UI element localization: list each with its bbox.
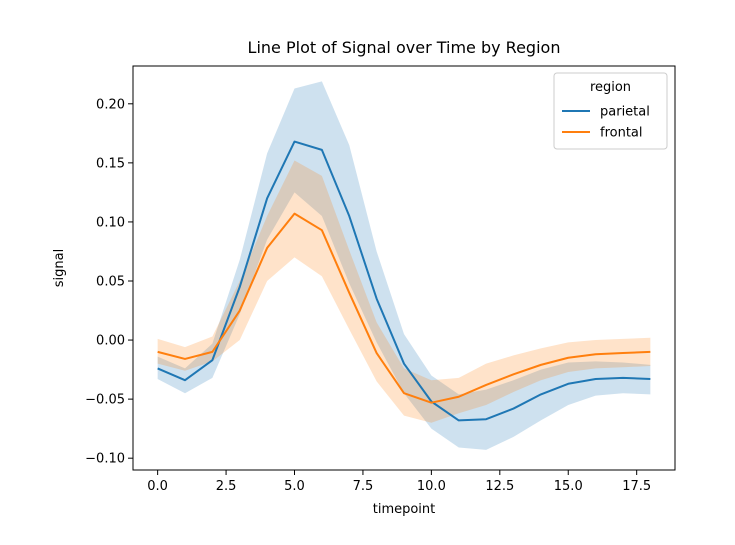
chart-title: Line Plot of Signal over Time by Region (248, 38, 561, 57)
y-tick-label: 0.15 (96, 156, 125, 171)
series-line-frontal (157, 212, 651, 404)
y-tick-label: −0.10 (85, 452, 125, 467)
x-tick-label: 12.5 (485, 479, 514, 494)
series-lines (157, 140, 651, 422)
x-axis-ticks: 0.0 2.5 5.0 7.5 10.0 12.5 15.0 17.5 (147, 470, 651, 494)
y-tick-label: 0.00 (96, 334, 125, 349)
y-axis-ticks: −0.10 −0.05 0.00 0.05 0.10 0.15 0.20 (85, 97, 133, 467)
x-tick-label: 17.5 (622, 479, 651, 494)
y-tick-label: −0.05 (85, 393, 125, 408)
legend-label-parietal: parietal (600, 105, 650, 120)
x-tick-label: 15.0 (554, 479, 583, 494)
y-tick-label: 0.10 (96, 215, 125, 230)
legend-label-frontal: frontal (600, 126, 643, 141)
confidence-band-frontal (157, 160, 651, 423)
legend-entries: parietal frontal (562, 105, 650, 141)
y-axis-label: signal (52, 249, 67, 287)
x-tick-label: 10.0 (417, 479, 446, 494)
x-tick-label: 7.5 (353, 479, 374, 494)
confidence-band-parietal (157, 81, 651, 450)
y-tick-label: 0.20 (96, 97, 125, 112)
confidence-bands (157, 81, 651, 450)
y-tick-label: 0.05 (96, 274, 125, 289)
plot-area-frame (132, 65, 676, 471)
x-tick-label: 2.5 (216, 479, 237, 494)
series-line-parietal (157, 140, 651, 422)
x-axis-label: timepoint (373, 502, 436, 517)
legend: region parietal frontal (553, 72, 668, 150)
x-tick-label: 0.0 (147, 479, 168, 494)
legend-title: region (590, 80, 631, 95)
x-tick-label: 5.0 (284, 479, 305, 494)
legend-box (553, 72, 668, 150)
